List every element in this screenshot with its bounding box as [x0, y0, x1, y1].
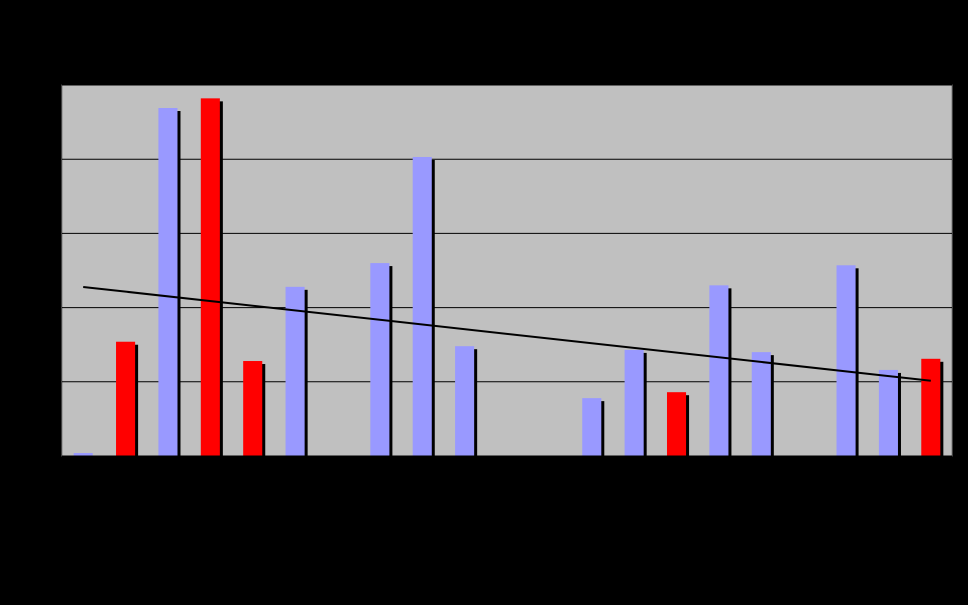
bar [455, 346, 475, 456]
bar [836, 265, 856, 456]
bar [412, 156, 432, 456]
bar [116, 341, 136, 456]
bar [370, 263, 390, 456]
plot-area [61, 84, 953, 457]
bar [751, 352, 771, 456]
trend-line [83, 285, 931, 382]
bar [709, 285, 729, 456]
bar [921, 358, 941, 456]
bar [243, 361, 263, 456]
bar [624, 349, 644, 456]
bar [285, 286, 305, 456]
bar [200, 98, 220, 456]
bar [73, 453, 93, 456]
bar [666, 392, 687, 456]
bar [158, 108, 178, 456]
bar [582, 398, 602, 456]
bar [878, 369, 898, 456]
